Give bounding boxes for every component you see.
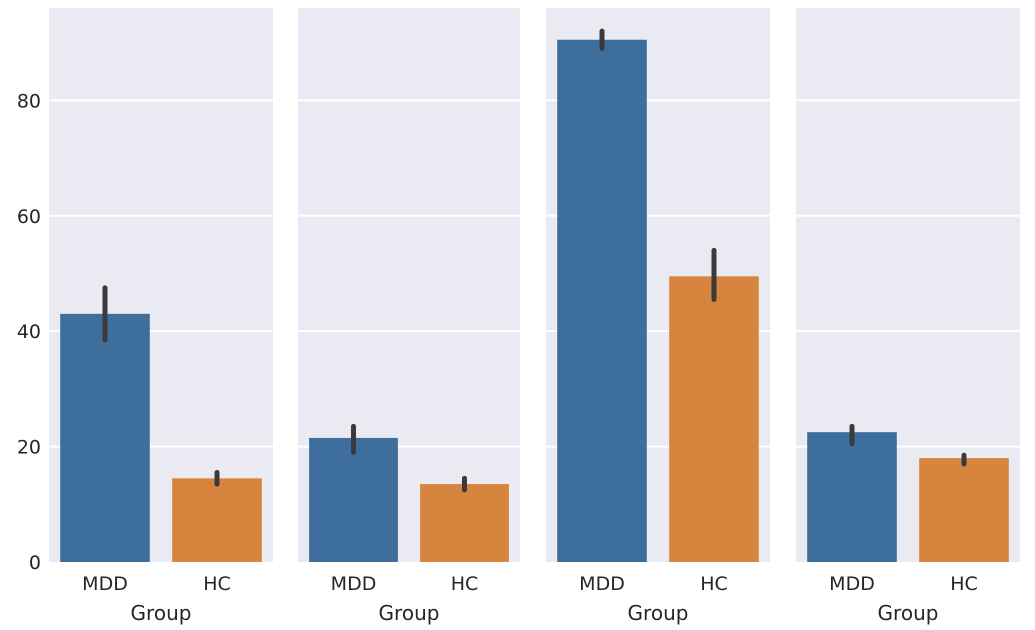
bar-mdd [309,437,398,562]
y-tick-label: 40 [17,321,41,343]
bar-hc [919,458,1009,562]
x-tick-label: MDD [82,573,128,595]
x-tick-label: HC [451,573,479,595]
x-axis-label: Group [878,601,939,625]
panel-1: MDD HC Group 0 20 40 60 80 [17,8,273,625]
bar-mdd [557,39,647,563]
x-tick-label: MDD [331,573,377,595]
x-axis-label: Group [131,601,192,625]
x-tick-label: HC [700,573,728,595]
bar-hc [420,484,509,562]
y-tick-label: 20 [17,437,41,459]
bar-hc [172,478,262,562]
panel-4: MDD HC Group [796,8,1020,625]
bar-hc [669,276,759,562]
panel-3: MDD HC Group [546,8,770,625]
x-tick-label: MDD [579,573,625,595]
y-tick-label: 60 [17,206,41,228]
bar-mdd [60,313,150,562]
y-tick-label: 0 [29,552,41,574]
y-tick-label: 80 [17,90,41,112]
x-tick-label: HC [203,573,231,595]
x-axis-label: Group [628,601,689,625]
x-axis-label: Group [379,601,440,625]
bar-mdd [807,432,897,562]
x-tick-label: MDD [829,573,875,595]
x-tick-label: HC [950,573,978,595]
panel-2: MDD HC Group [298,8,520,625]
